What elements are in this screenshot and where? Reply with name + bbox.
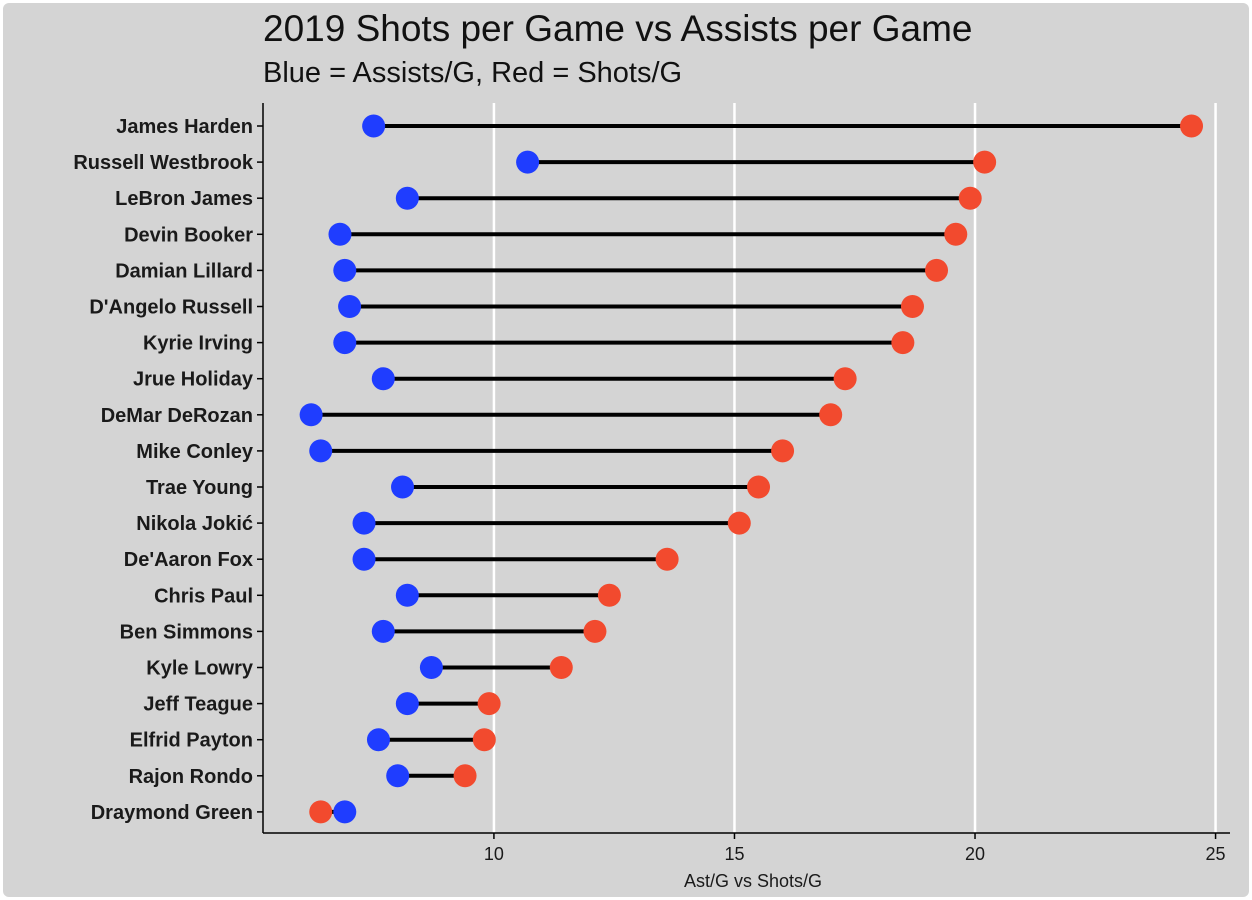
shots-point-elfrid-payton bbox=[472, 728, 496, 752]
y-tick-label-lebron-james: LeBron James bbox=[115, 188, 253, 210]
assists-point-draymond-green bbox=[333, 800, 357, 824]
y-tick-label-elfrid-payton: Elfrid Payton bbox=[130, 730, 253, 752]
y-tick-label-ben-simmons: Ben Simmons bbox=[120, 621, 253, 643]
assists-point-elfrid-payton bbox=[366, 728, 390, 752]
shots-point-jrue-holiday bbox=[833, 367, 857, 391]
shots-point-russell-westbrook bbox=[973, 150, 997, 174]
assists-point-demar-derozan bbox=[299, 403, 323, 427]
shots-point-lebron-james bbox=[958, 186, 982, 210]
y-tick-label-draymond-green: Draymond Green bbox=[91, 802, 253, 824]
assists-point-ben-simmons bbox=[371, 619, 395, 643]
shots-point-kyle-lowry bbox=[549, 656, 573, 679]
y-tick-label-chris-paul: Chris Paul bbox=[154, 585, 253, 607]
x-tick-label-10: 10 bbox=[484, 844, 504, 864]
x-axis-label: Ast/G vs Shots/G bbox=[684, 871, 822, 891]
assists-point-kyle-lowry bbox=[419, 656, 443, 679]
y-tick-label-kyrie-irving: Kyrie Irving bbox=[143, 333, 253, 355]
x-tick-label-25: 25 bbox=[1206, 844, 1226, 864]
assists-point-de-aaron-fox bbox=[352, 547, 376, 571]
assists-point-lebron-james bbox=[395, 186, 419, 210]
y-tick-label-jrue-holiday: Jrue Holiday bbox=[133, 369, 254, 391]
chart-subtitle: Blue = Assists/G, Red = Shots/G bbox=[263, 57, 683, 89]
shots-point-demar-derozan bbox=[819, 403, 843, 427]
y-tick-label-kyle-lowry: Kyle Lowry bbox=[146, 658, 254, 680]
y-tick-label-d-angelo-russell: D'Angelo Russell bbox=[89, 297, 253, 319]
y-tick-label-de-aaron-fox: De'Aaron Fox bbox=[124, 549, 253, 571]
assists-point-nikola-jokic bbox=[352, 511, 376, 535]
shots-point-chris-paul bbox=[597, 583, 621, 607]
assists-point-russell-westbrook bbox=[516, 150, 540, 174]
assists-point-chris-paul bbox=[395, 583, 419, 607]
dumbbell-segments bbox=[311, 124, 1192, 814]
x-tick-labels: 10 15 20 25 bbox=[484, 833, 1226, 864]
assists-point-damian-lillard bbox=[333, 258, 357, 282]
y-tick-label-jeff-teague: Jeff Teague bbox=[143, 694, 253, 716]
gridlines bbox=[492, 103, 1217, 833]
shots-point-nikola-jokic bbox=[727, 511, 751, 535]
assists-point-devin-booker bbox=[328, 222, 352, 246]
x-tick-label-15: 15 bbox=[724, 844, 744, 864]
y-tick-label-mike-conley: Mike Conley bbox=[136, 441, 254, 463]
assists-point-trae-young bbox=[391, 475, 415, 499]
shots-point-ben-simmons bbox=[583, 619, 607, 643]
y-tick-label-james-harden: James Harden bbox=[116, 116, 253, 138]
y-tick-label-nikola-jokic: Nikola Jokić bbox=[136, 513, 253, 535]
shots-point-devin-booker bbox=[944, 222, 968, 246]
shots-point-de-aaron-fox bbox=[655, 547, 679, 571]
data-points bbox=[299, 114, 1204, 824]
assists-point-james-harden bbox=[362, 114, 386, 138]
assists-point-jeff-teague bbox=[395, 692, 419, 716]
shots-point-trae-young bbox=[747, 475, 771, 499]
y-tick-label-damian-lillard: Damian Lillard bbox=[115, 260, 253, 282]
y-tick-label-russell-westbrook: Russell Westbrook bbox=[73, 152, 254, 174]
shots-point-jeff-teague bbox=[477, 692, 501, 716]
axes bbox=[262, 103, 1230, 834]
assists-point-jrue-holiday bbox=[371, 367, 395, 391]
assists-point-mike-conley bbox=[309, 439, 333, 463]
y-tick-label-rajon-rondo: Rajon Rondo bbox=[129, 766, 253, 788]
y-tick-label-trae-young: Trae Young bbox=[146, 477, 253, 499]
shots-point-kyrie-irving bbox=[891, 331, 915, 355]
shots-point-mike-conley bbox=[771, 439, 795, 463]
assists-point-d-angelo-russell bbox=[338, 295, 362, 318]
y-tick-label-devin-booker: Devin Booker bbox=[124, 224, 253, 246]
x-tick-label-20: 20 bbox=[965, 844, 985, 864]
assists-point-rajon-rondo bbox=[386, 764, 410, 788]
shots-point-draymond-green bbox=[309, 800, 333, 824]
y-tick-labels: James Harden Russell Westbrook LeBron Jame… bbox=[73, 116, 263, 824]
shots-point-rajon-rondo bbox=[453, 764, 477, 788]
shots-point-james-harden bbox=[1180, 114, 1204, 138]
shots-point-d-angelo-russell bbox=[900, 295, 924, 318]
assists-point-kyrie-irving bbox=[333, 331, 357, 355]
y-tick-label-demar-derozan: DeMar DeRozan bbox=[101, 405, 253, 427]
shots-point-damian-lillard bbox=[925, 258, 949, 282]
chart-title: 2019 Shots per Game vs Assists per Game bbox=[263, 8, 973, 49]
